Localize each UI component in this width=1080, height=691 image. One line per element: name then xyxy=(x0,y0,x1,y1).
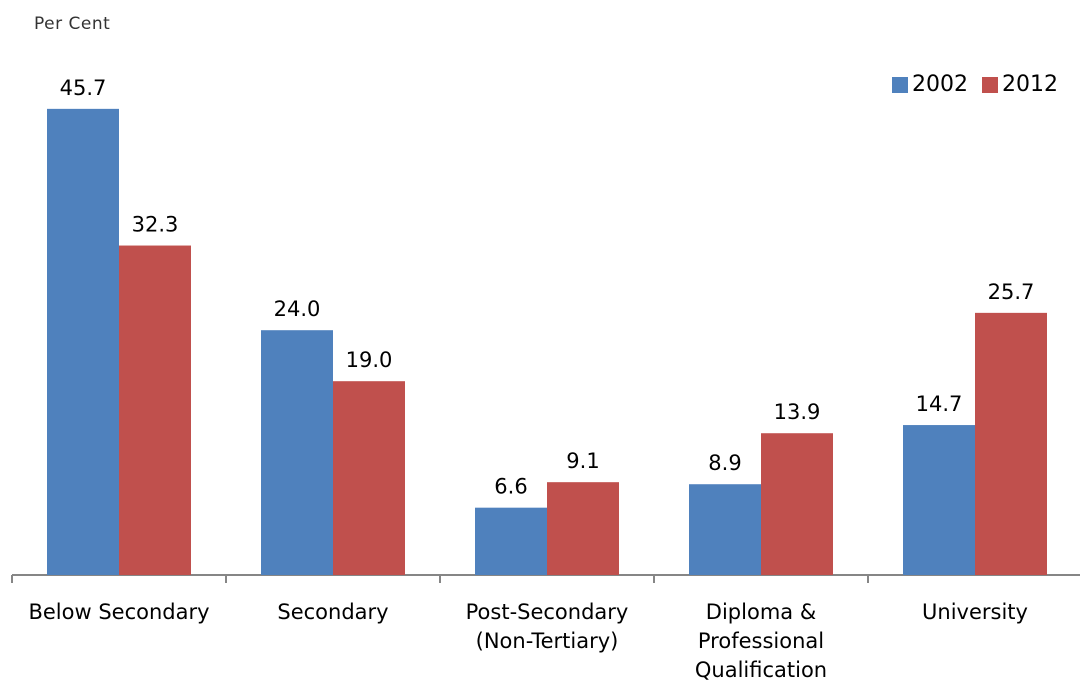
category-label-1: Secondary xyxy=(228,598,438,627)
bar-2002-3 xyxy=(689,484,761,575)
data-label-2002-1: 24.0 xyxy=(274,297,321,321)
bar-2002-0 xyxy=(47,109,119,575)
data-label-2002-4: 14.7 xyxy=(916,392,963,416)
data-label-2002-3: 8.9 xyxy=(708,451,741,475)
data-label-2012-4: 25.7 xyxy=(988,280,1035,304)
bar-2012-1 xyxy=(333,381,405,575)
bar-2002-2 xyxy=(475,508,547,575)
bar-2002-1 xyxy=(261,330,333,575)
data-label-2012-2: 9.1 xyxy=(566,449,599,473)
category-label-2: Post-Secondary (Non-Tertiary) xyxy=(442,598,652,656)
data-label-2012-1: 19.0 xyxy=(346,348,393,372)
data-label-2012-0: 32.3 xyxy=(132,213,179,237)
bar-2012-0 xyxy=(119,246,191,575)
category-label-3: Diploma & Professional Qualification xyxy=(656,598,866,685)
data-label-2002-0: 45.7 xyxy=(60,76,107,100)
bar-2012-2 xyxy=(547,482,619,575)
category-label-0: Below Secondary xyxy=(14,598,224,627)
bar-2012-4 xyxy=(975,313,1047,575)
data-label-2002-2: 6.6 xyxy=(494,475,527,499)
data-label-2012-3: 13.9 xyxy=(774,400,821,424)
bar-2002-4 xyxy=(903,425,975,575)
bar-2012-3 xyxy=(761,433,833,575)
category-label-4: University xyxy=(870,598,1080,627)
